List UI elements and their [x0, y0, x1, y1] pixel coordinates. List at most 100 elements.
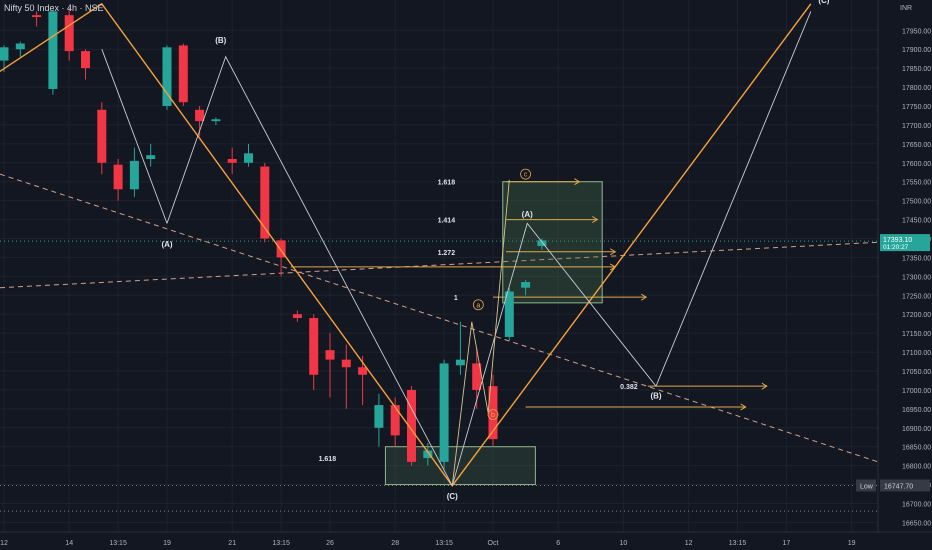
candle-body [276, 240, 286, 258]
fib-level-label: 1.272 [438, 250, 456, 257]
candle-body [292, 314, 302, 318]
time-tick-label: 13:15 [272, 540, 290, 547]
time-tick-label: 6 [556, 540, 560, 547]
time-tick-label: 26 [326, 540, 334, 547]
time-tick-label: 12 [685, 540, 693, 547]
minor-wave-label: c [524, 172, 528, 179]
last-price-value: 17393.10 [883, 237, 912, 244]
time-axis[interactable]: 12 14 13:15 19 21 13:15 26 28 13:15 Oct 6 10 12 13:15… [0, 531, 932, 547]
candle-body [521, 282, 531, 288]
minor-wave-line [451, 179, 510, 486]
price-tick-label: 16800.00 [902, 464, 931, 471]
orange-wave-line [0, 2, 812, 487]
candle-body [0, 47, 9, 61]
candle-body [390, 405, 400, 436]
wave-label: (A) [522, 210, 533, 219]
time-tick-label: 13:15 [435, 540, 453, 547]
candle-body [48, 11, 58, 89]
candle-body [64, 15, 74, 52]
price-tick-label: 17600.00 [902, 161, 931, 168]
candle-body [195, 109, 205, 122]
candle-body [358, 367, 368, 375]
price-tick-label: 16850.00 [902, 445, 931, 452]
time-tick-label: 28 [391, 540, 399, 547]
candle-body [309, 318, 319, 375]
price-tick-label: 17700.00 [902, 123, 931, 130]
price-tick-label: 17200.00 [902, 312, 931, 319]
candle-body [472, 363, 482, 390]
price-tick-label: 17550.00 [902, 180, 931, 187]
price-tick-label: 17100.00 [902, 350, 931, 357]
candle-body [15, 43, 25, 50]
time-tick-label: 13:15 [109, 540, 127, 547]
candle-body [178, 45, 188, 103]
trendlines [0, 173, 879, 512]
price-tick-label: 17300.00 [902, 274, 931, 281]
fib-level-label: 1 [454, 295, 458, 302]
time-tick-label: 19 [163, 540, 171, 547]
last-price-tag [880, 234, 930, 252]
fib-level-label: 1.414 [438, 218, 456, 225]
candle-body [260, 166, 270, 239]
price-tick-label: 16950.00 [902, 407, 931, 414]
low-label: Low [860, 483, 874, 490]
white-wave-line [166, 11, 812, 487]
wave-label: (B) [215, 36, 226, 45]
fib-level-label: 1.618 [319, 456, 337, 463]
fib-arrow [640, 293, 648, 301]
candle-body [407, 389, 416, 462]
candle-body [129, 160, 139, 190]
price-axis[interactable]: INR16650.0016700.0016750.0016800.0016850… [856, 0, 932, 550]
wave-label: (C) [447, 492, 458, 501]
price-tick-label: 16900.00 [902, 426, 931, 433]
price-tick-label: 17900.00 [902, 47, 931, 54]
fib-arrow [609, 248, 617, 256]
price-tick-label: 17850.00 [902, 66, 931, 73]
annotations: (A) (B) (C) (A) (B) (C) a b c [161, 0, 829, 501]
fib-arrow [761, 382, 768, 390]
candle-body [211, 119, 221, 122]
time-tick-label: 21 [228, 540, 236, 547]
time-tick-label: 12 [0, 540, 8, 547]
price-tick-label: 17800.00 [902, 85, 931, 92]
candle-body [374, 405, 384, 428]
target-boxes [384, 181, 603, 486]
candle-body [81, 51, 90, 69]
fib-arrow [740, 403, 747, 411]
time-tick-label: 14 [65, 540, 73, 547]
price-tick-label: 17500.00 [902, 199, 931, 206]
time-tick-label: 17 [783, 540, 791, 547]
candle-body [455, 359, 465, 366]
price-tick-label: 17000.00 [902, 388, 931, 395]
wave-label: (A) [161, 240, 172, 249]
wave-circle [472, 299, 484, 311]
candle-body [146, 155, 156, 159]
wave-label: (B) [650, 392, 661, 401]
candle-body [97, 109, 107, 163]
price-tick-label: 17650.00 [902, 142, 931, 149]
low-value: 16747.70 [884, 483, 913, 490]
fib-level-label: 0.382 [620, 384, 638, 391]
price-tick-label: 17350.00 [902, 255, 931, 262]
countdown-label: 01:20:27 [883, 244, 909, 251]
low-value-tag [880, 479, 930, 492]
falling-dashed-trendline [0, 173, 879, 463]
rising-dashed-trendline [0, 241, 879, 289]
candle-body [325, 350, 335, 360]
candle-body [162, 47, 172, 106]
time-tick-label: 10 [620, 540, 628, 547]
wave-circle [487, 409, 499, 420]
symbol-title: Nifty 50 Index · 4h · NSE [4, 3, 104, 13]
candle-body [504, 291, 514, 337]
fib-level-label: 1.618 [438, 180, 456, 187]
currency-label: INR [900, 5, 912, 12]
candle-body [537, 240, 547, 247]
price-tick-label: 16650.00 [902, 520, 931, 527]
time-tick-label: Oct [488, 540, 499, 547]
candle-body [423, 450, 433, 459]
price-tick-label: 17750.00 [902, 104, 931, 111]
price-tick-label: 17050.00 [902, 369, 931, 376]
price-tick-label: 17150.00 [902, 331, 931, 338]
